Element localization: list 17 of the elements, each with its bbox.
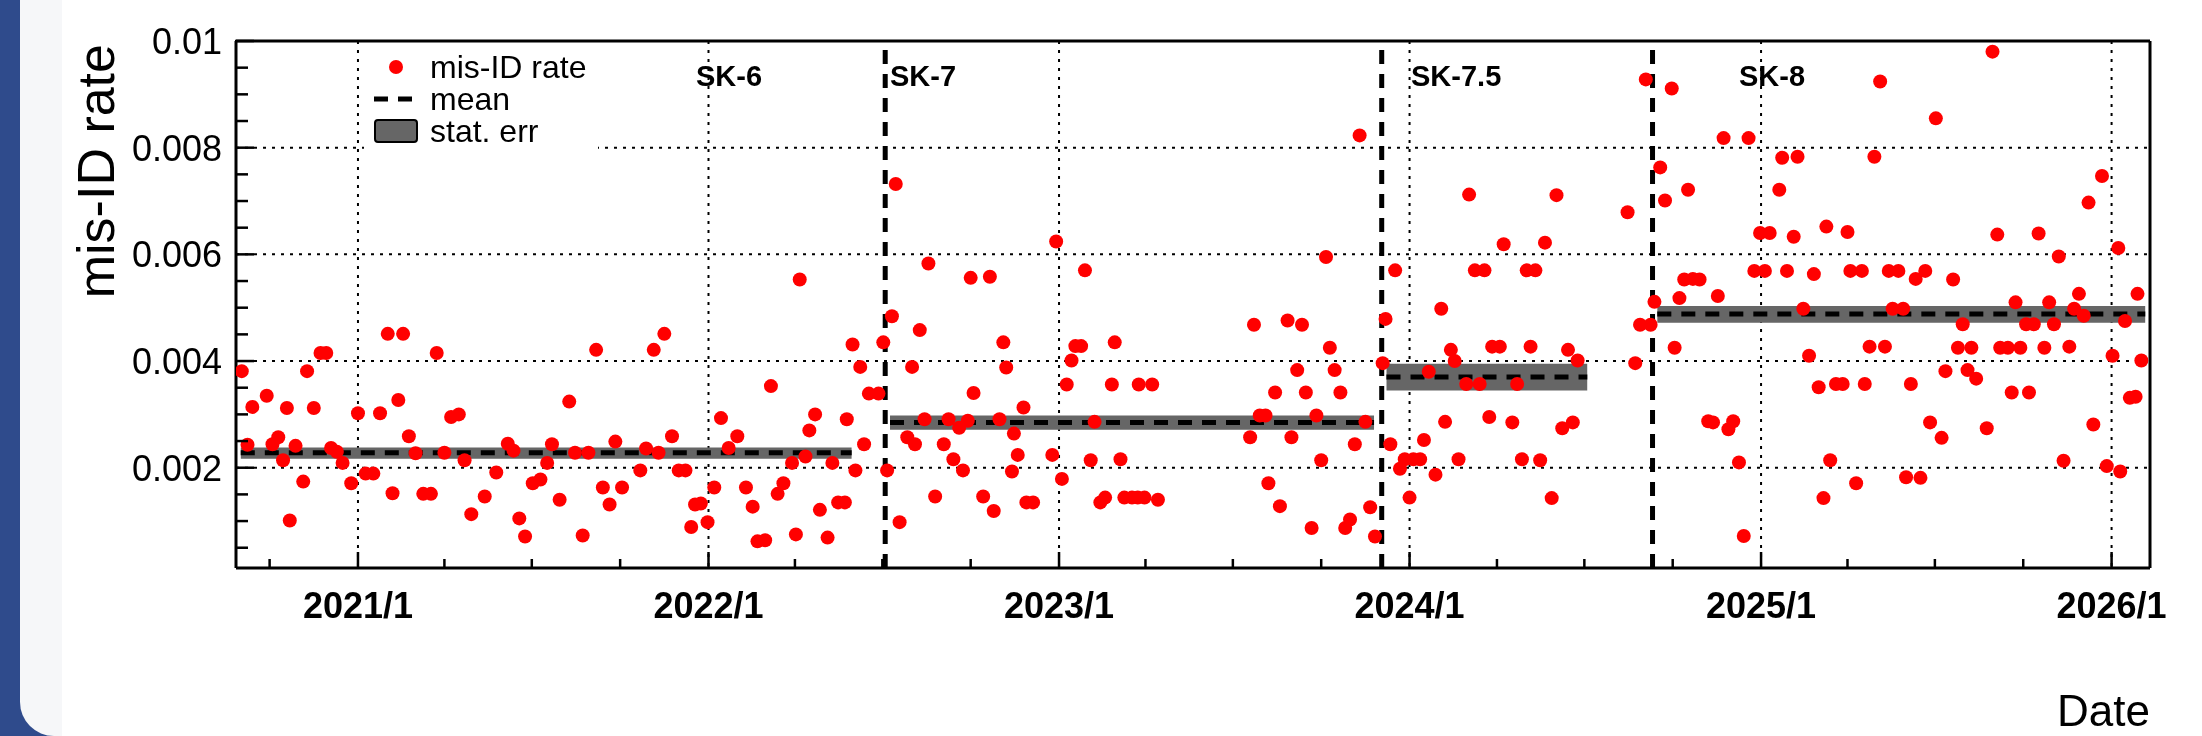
x-tick-label: 2024/1 (1354, 585, 1465, 626)
y-tick-label: 0.008 (131, 127, 222, 169)
y-tick-label: 0.01 (151, 20, 222, 62)
annotation: SK-7 (890, 60, 957, 93)
y-axis-title: mis-ID rate (67, 44, 125, 299)
y-tick-label: 0.002 (131, 447, 222, 489)
annotation: SK-6 (696, 60, 763, 93)
x-tick-label: 2021/1 (302, 585, 414, 626)
x-tick-label: 2025/1 (1706, 585, 1817, 626)
annotation: SK-7.5 (1411, 60, 1502, 93)
x-axis-title: Date (2057, 686, 2150, 735)
x-tick-label: 2022/1 (653, 585, 764, 626)
annotation: SK-8 (1739, 60, 1806, 93)
x-tick-label: 2026/1 (2056, 585, 2167, 626)
y-tick-label: 0.004 (131, 341, 222, 382)
y-tick-label: 0.006 (131, 234, 222, 276)
x-tick-label: 2023/1 (1003, 585, 1115, 626)
